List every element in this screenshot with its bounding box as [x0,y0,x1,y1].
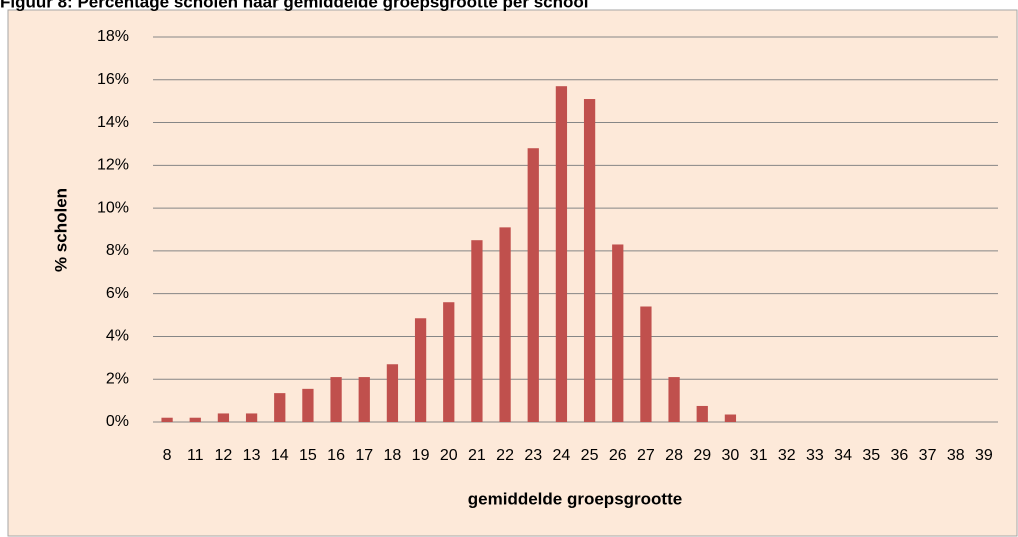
x-tick-label: 29 [693,447,711,464]
x-tick-label: 31 [750,447,768,464]
bar [161,417,173,422]
x-tick-label: 16 [327,447,345,464]
x-tick-label: 25 [581,447,599,464]
y-tick-label: 8% [106,242,129,259]
bar [245,413,258,422]
x-tick-label: 21 [468,447,486,464]
bar [612,244,624,422]
y-tick-label: 16% [97,71,129,88]
bar [583,99,596,423]
y-tick-label: 0% [106,413,129,430]
bar [217,413,230,422]
bar [358,377,370,422]
x-tick-label: 18 [384,447,402,464]
bar [471,240,483,422]
x-tick-label: 8 [163,447,172,464]
y-tick-label: 2% [106,370,129,387]
x-tick-label: 35 [862,447,880,464]
x-tick-label: 20 [440,447,458,464]
bar [302,388,314,422]
x-tick-label: 37 [919,447,937,464]
x-tick-label: 13 [243,447,261,464]
bar [330,377,342,422]
bar [499,227,511,422]
bar [414,318,427,422]
chart-title: Figuur 8: Percentage scholen naar gemidd… [0,0,589,11]
y-tick-label: 6% [106,285,129,302]
x-tick-label: 30 [722,447,740,464]
x-tick-label: 32 [778,447,796,464]
bar [386,364,399,422]
bar [724,414,737,422]
bar [696,405,708,422]
x-tick-label: 15 [299,447,317,464]
y-tick-label: 18% [97,28,129,45]
x-tick-label: 24 [553,447,571,464]
x-tick-label: 28 [665,447,683,464]
bar [555,86,568,422]
bar [640,306,652,422]
x-tick-label: 23 [524,447,542,464]
bar [274,393,286,422]
x-tick-label: 26 [609,447,627,464]
x-tick-label: 36 [891,447,909,464]
x-tick-label: 11 [187,447,204,464]
x-tick-label: 19 [412,447,430,464]
x-tick-label: 22 [496,447,514,464]
x-tick-label: 14 [271,447,289,464]
bar [668,377,680,422]
x-tick-label: 39 [975,447,993,464]
bar [189,417,201,422]
chart-background [7,9,1018,537]
x-tick-label: 38 [947,447,965,464]
x-tick-label: 12 [215,447,233,464]
y-tick-label: 14% [97,114,129,131]
bar [527,148,539,422]
y-tick-label: 12% [97,157,129,174]
bar [443,302,455,422]
x-tick-label: 33 [806,447,824,464]
x-tick-label: 27 [637,447,655,464]
x-tick-label: 17 [355,447,373,464]
x-tick-label: 34 [834,447,852,464]
y-axis-label: % scholen [51,188,70,272]
y-tick-label: 10% [97,199,129,216]
x-axis-label: gemiddelde groepsgrootte [468,489,682,508]
y-tick-label: 4% [106,328,129,345]
